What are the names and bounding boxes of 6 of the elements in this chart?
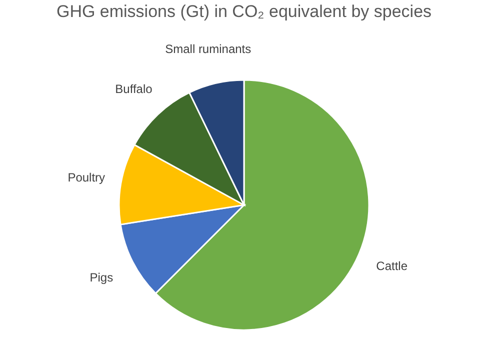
slice-label: Poultry [68, 170, 106, 184]
slice-label: Buffalo [115, 82, 153, 96]
slice-label: Pigs [90, 270, 114, 285]
chart-title: GHG emissions (Gt) in CO₂ equivalent by species [56, 2, 432, 22]
slice-label: Cattle [376, 259, 408, 274]
slice-label: Small ruminants [165, 42, 252, 56]
